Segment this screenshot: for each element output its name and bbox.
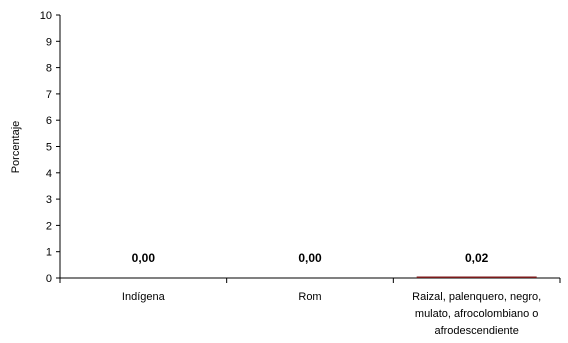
y-tick-label: 3 (46, 194, 52, 206)
y-tick-label: 5 (46, 142, 52, 154)
y-tick-label: 9 (46, 36, 52, 48)
category-labels: Indígena Rom Raizal, palenquero, negro, mul… (122, 291, 541, 337)
bars (416, 276, 537, 278)
y-axis-ticks: 0 1 2 3 4 5 6 7 8 9 10 (40, 10, 60, 285)
data-labels: 0,00 0,00 0,02 (132, 251, 489, 265)
y-tick-label: 8 (46, 63, 52, 75)
bar (416, 276, 537, 278)
y-tick-label: 2 (46, 220, 52, 232)
data-label: 0,00 (132, 251, 156, 265)
axes (59, 15, 561, 283)
x-tick-label: Raizal, palenquero, negro, mulato, afroco… (412, 291, 541, 337)
y-tick-label: 4 (46, 168, 52, 180)
data-label: 0,02 (465, 251, 489, 265)
x-tick-label: Rom (298, 291, 321, 303)
y-tick-label: 6 (46, 115, 52, 127)
y-tick-label: 10 (40, 10, 52, 22)
y-tick-label: 7 (46, 89, 52, 101)
data-label: 0,00 (298, 251, 322, 265)
y-axis-title: Porcentaje (10, 121, 22, 174)
x-tick-label: Indígena (122, 291, 166, 303)
y-tick-label: 0 (46, 273, 52, 285)
y-tick-label: 1 (46, 247, 52, 259)
